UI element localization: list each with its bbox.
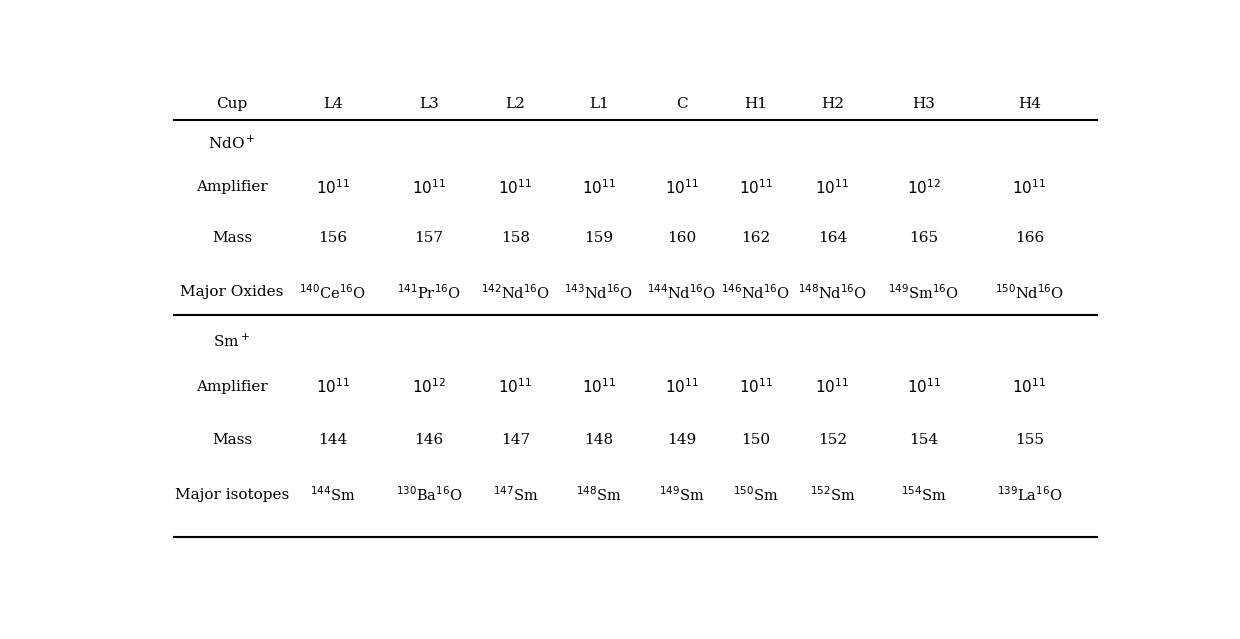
Text: 157: 157 [414,231,444,245]
Text: $^{139}$La$^{16}$O: $^{139}$La$^{16}$O [997,486,1063,504]
Text: 165: 165 [909,231,939,245]
Text: $^{150}$Nd$^{16}$O: $^{150}$Nd$^{16}$O [994,283,1064,302]
Text: $10^{11}$: $10^{11}$ [1013,377,1047,396]
Text: $10^{11}$: $10^{11}$ [906,377,941,396]
Text: 158: 158 [501,231,529,245]
Text: Amplifier: Amplifier [196,180,268,194]
Text: 155: 155 [1016,433,1044,447]
Text: 160: 160 [667,231,696,245]
Text: H1: H1 [744,96,768,111]
Text: Mass: Mass [212,433,252,447]
Text: $10^{11}$: $10^{11}$ [739,178,773,197]
Text: $10^{11}$: $10^{11}$ [1013,178,1047,197]
Text: $^{144}$Nd$^{16}$O: $^{144}$Nd$^{16}$O [647,283,717,302]
Text: $10^{11}$: $10^{11}$ [816,178,849,197]
Text: L1: L1 [589,96,609,111]
Text: 154: 154 [909,433,939,447]
Text: Cup: Cup [216,96,248,111]
Text: 166: 166 [1014,231,1044,245]
Text: $10^{12}$: $10^{12}$ [412,377,446,396]
Text: $10^{11}$: $10^{11}$ [665,377,698,396]
Text: Major isotopes: Major isotopes [175,488,289,502]
Text: $10^{11}$: $10^{11}$ [498,377,532,396]
Text: L3: L3 [419,96,439,111]
Text: $10^{11}$: $10^{11}$ [816,377,849,396]
Text: $10^{11}$: $10^{11}$ [316,377,350,396]
Text: 147: 147 [501,433,529,447]
Text: 149: 149 [667,433,696,447]
Text: $^{146}$Nd$^{16}$O: $^{146}$Nd$^{16}$O [720,283,790,302]
Text: NdO$^+$: NdO$^+$ [208,134,255,151]
Text: $^{141}$Pr$^{16}$O: $^{141}$Pr$^{16}$O [397,283,461,302]
Text: 162: 162 [742,231,770,245]
Text: $10^{11}$: $10^{11}$ [739,377,773,396]
Text: 159: 159 [584,231,614,245]
Text: L4: L4 [322,96,342,111]
Text: $^{140}$Ce$^{16}$O: $^{140}$Ce$^{16}$O [299,283,366,302]
Text: C: C [676,96,687,111]
Text: Major Oxides: Major Oxides [180,285,284,299]
Text: Sm$^+$: Sm$^+$ [213,333,250,350]
Text: H3: H3 [913,96,935,111]
Text: L2: L2 [506,96,526,111]
Text: Mass: Mass [212,231,252,245]
Text: H4: H4 [1018,96,1042,111]
Text: Amplifier: Amplifier [196,380,268,394]
Text: $^{130}$Ba$^{16}$O: $^{130}$Ba$^{16}$O [396,486,463,504]
Text: 156: 156 [319,231,347,245]
Text: 150: 150 [742,433,770,447]
Text: $^{144}$Sm: $^{144}$Sm [310,486,356,504]
Text: $^{150}$Sm: $^{150}$Sm [733,486,779,504]
Text: $^{148}$Nd$^{16}$O: $^{148}$Nd$^{16}$O [797,283,867,302]
Text: $^{149}$Sm: $^{149}$Sm [658,486,704,504]
Text: $10^{11}$: $10^{11}$ [412,178,446,197]
Text: $^{152}$Sm: $^{152}$Sm [810,486,856,504]
Text: $10^{12}$: $10^{12}$ [906,178,941,197]
Text: $^{148}$Sm: $^{148}$Sm [577,486,621,504]
Text: $^{143}$Nd$^{16}$O: $^{143}$Nd$^{16}$O [564,283,634,302]
Text: $10^{11}$: $10^{11}$ [665,178,698,197]
Text: 144: 144 [319,433,347,447]
Text: 164: 164 [818,231,847,245]
Text: $10^{11}$: $10^{11}$ [316,178,350,197]
Text: 146: 146 [414,433,444,447]
Text: $^{149}$Sm$^{16}$O: $^{149}$Sm$^{16}$O [888,283,960,302]
Text: 152: 152 [818,433,847,447]
Text: $^{147}$Sm: $^{147}$Sm [492,486,538,504]
Text: $^{154}$Sm: $^{154}$Sm [901,486,946,504]
Text: $10^{11}$: $10^{11}$ [498,178,532,197]
Text: $10^{11}$: $10^{11}$ [582,178,616,197]
Text: 148: 148 [584,433,614,447]
Text: $10^{11}$: $10^{11}$ [582,377,616,396]
Text: $^{142}$Nd$^{16}$O: $^{142}$Nd$^{16}$O [481,283,551,302]
Text: H2: H2 [821,96,844,111]
